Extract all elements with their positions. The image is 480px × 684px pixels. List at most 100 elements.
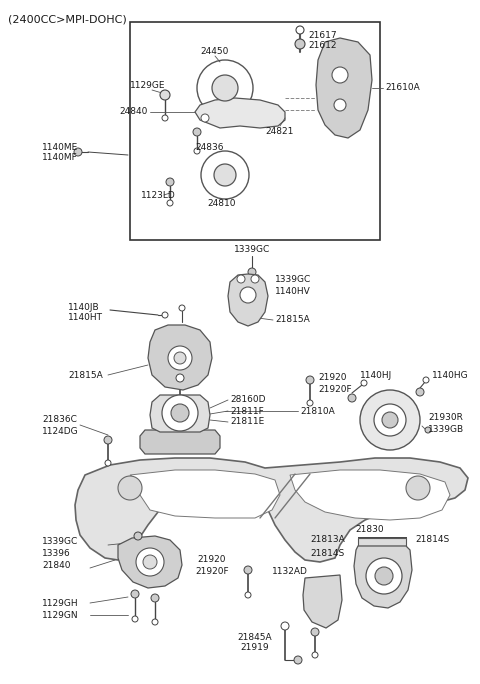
Circle shape — [74, 148, 82, 156]
Polygon shape — [195, 98, 285, 128]
Circle shape — [118, 476, 142, 500]
Circle shape — [132, 616, 138, 622]
Text: 1123LD: 1123LD — [141, 191, 175, 200]
Text: 21919: 21919 — [240, 644, 269, 653]
Circle shape — [251, 275, 259, 283]
Polygon shape — [150, 395, 210, 432]
Text: 21814S: 21814S — [311, 549, 345, 557]
Circle shape — [240, 287, 256, 303]
Circle shape — [237, 275, 245, 283]
Text: 24450: 24450 — [201, 47, 229, 57]
Circle shape — [166, 178, 174, 186]
Circle shape — [306, 376, 314, 384]
Circle shape — [245, 592, 251, 598]
Circle shape — [193, 128, 201, 136]
Text: 1140MF: 1140MF — [42, 153, 78, 163]
Circle shape — [366, 558, 402, 594]
Text: 21612: 21612 — [308, 42, 336, 51]
Text: 24810: 24810 — [208, 198, 236, 207]
Polygon shape — [228, 274, 268, 326]
Circle shape — [176, 374, 184, 382]
Text: 21813A: 21813A — [310, 536, 345, 544]
Circle shape — [311, 628, 319, 636]
Circle shape — [361, 380, 367, 386]
Circle shape — [162, 312, 168, 318]
Circle shape — [105, 460, 111, 466]
Text: 21920: 21920 — [318, 373, 347, 382]
Text: 21815A: 21815A — [68, 371, 103, 380]
Text: 1140ME: 1140ME — [42, 144, 78, 153]
Text: 21617: 21617 — [308, 31, 336, 40]
Circle shape — [168, 346, 192, 370]
Circle shape — [332, 67, 348, 83]
Text: 1124DG: 1124DG — [42, 427, 79, 436]
Circle shape — [406, 476, 430, 500]
Text: 21920F: 21920F — [318, 384, 352, 393]
Circle shape — [374, 404, 406, 436]
Text: 21920F: 21920F — [195, 566, 229, 575]
Text: 21830: 21830 — [356, 525, 384, 534]
Circle shape — [174, 352, 186, 364]
Circle shape — [104, 436, 112, 444]
Text: 1339GC: 1339GC — [234, 246, 270, 254]
Circle shape — [248, 268, 256, 276]
Text: 21920: 21920 — [198, 555, 226, 564]
Circle shape — [294, 656, 302, 664]
Circle shape — [295, 39, 305, 49]
Text: 1140JB: 1140JB — [68, 302, 100, 311]
Circle shape — [348, 394, 356, 402]
Bar — [130, 22, 380, 240]
Polygon shape — [316, 38, 372, 138]
Circle shape — [143, 555, 157, 569]
Text: 21836C: 21836C — [42, 415, 77, 425]
Circle shape — [214, 164, 236, 186]
Text: 1339GB: 1339GB — [428, 425, 464, 434]
Circle shape — [162, 115, 168, 121]
Text: 1140HV: 1140HV — [275, 287, 311, 295]
Text: 1129GH: 1129GH — [42, 598, 79, 607]
Text: 13396: 13396 — [42, 549, 71, 557]
Text: 28160D: 28160D — [230, 395, 265, 404]
Text: 21610A: 21610A — [385, 83, 420, 92]
Text: (2400CC>MPI-DOHC): (2400CC>MPI-DOHC) — [8, 14, 127, 24]
Text: 21814S: 21814S — [415, 536, 449, 544]
Polygon shape — [75, 458, 468, 562]
Text: 24836: 24836 — [196, 144, 224, 153]
Text: 1132AD: 1132AD — [272, 568, 308, 577]
Circle shape — [360, 390, 420, 450]
Text: 21811F: 21811F — [230, 406, 264, 415]
Circle shape — [136, 548, 164, 576]
Text: 21810A: 21810A — [300, 406, 335, 415]
Text: 21815A: 21815A — [275, 315, 310, 324]
Polygon shape — [140, 430, 220, 454]
Circle shape — [244, 566, 252, 574]
Text: 24821: 24821 — [266, 127, 294, 137]
Circle shape — [425, 427, 431, 433]
Circle shape — [151, 594, 159, 602]
Circle shape — [167, 200, 173, 206]
Text: 1140HT: 1140HT — [68, 313, 103, 322]
Bar — [358, 538, 406, 546]
Circle shape — [212, 75, 238, 101]
Circle shape — [334, 99, 346, 111]
Circle shape — [382, 412, 398, 428]
Circle shape — [416, 388, 424, 396]
Circle shape — [152, 619, 158, 625]
Polygon shape — [354, 546, 412, 608]
Polygon shape — [290, 470, 450, 520]
Circle shape — [307, 400, 313, 406]
Circle shape — [375, 567, 393, 585]
Circle shape — [131, 590, 139, 598]
Text: 21930R: 21930R — [428, 414, 463, 423]
Circle shape — [423, 377, 429, 383]
Text: 21840: 21840 — [42, 560, 71, 570]
Circle shape — [171, 404, 189, 422]
Circle shape — [134, 532, 142, 540]
Circle shape — [312, 652, 318, 658]
Circle shape — [179, 305, 185, 311]
Polygon shape — [148, 325, 212, 390]
Text: 24840: 24840 — [120, 107, 148, 116]
Text: 21811E: 21811E — [230, 417, 264, 427]
Text: 1129GN: 1129GN — [42, 611, 79, 620]
Polygon shape — [303, 575, 342, 628]
